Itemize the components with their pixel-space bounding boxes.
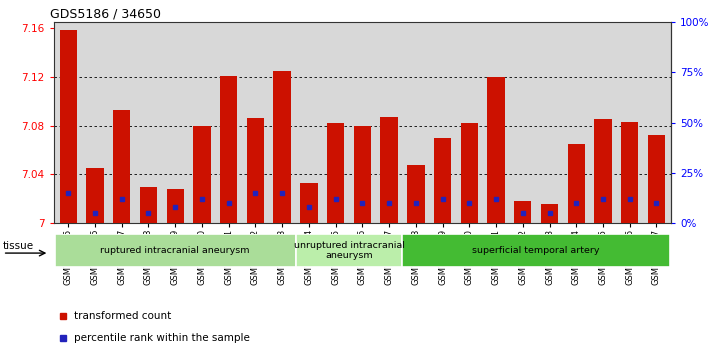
Bar [140,187,157,223]
Bar [59,30,77,223]
Bar [55,234,296,267]
Bar [407,165,425,223]
Bar [621,122,638,223]
Bar [488,77,505,223]
Bar [514,201,531,223]
Bar [403,234,670,267]
Bar [113,110,131,223]
Bar [594,119,612,223]
Bar [353,126,371,223]
Text: superficial temporal artery: superficial temporal artery [473,246,600,255]
Bar [220,76,237,223]
Text: unruptured intracranial
aneurysm: unruptured intracranial aneurysm [293,241,404,260]
Bar [86,168,104,223]
Bar [166,189,184,223]
Bar [461,123,478,223]
Bar [648,135,665,223]
Bar [247,118,264,223]
Text: GDS5186 / 34650: GDS5186 / 34650 [51,8,161,21]
Bar [381,117,398,223]
Bar [327,123,344,223]
Text: ruptured intracranial aneurysm: ruptured intracranial aneurysm [101,246,250,255]
Text: percentile rank within the sample: percentile rank within the sample [74,333,249,343]
Bar [540,204,558,223]
Bar [568,144,585,223]
Bar [300,183,318,223]
Bar [273,71,291,223]
Bar [296,234,403,267]
Bar [193,126,211,223]
Text: transformed count: transformed count [74,310,171,321]
Bar [434,138,451,223]
Text: tissue: tissue [3,241,34,251]
